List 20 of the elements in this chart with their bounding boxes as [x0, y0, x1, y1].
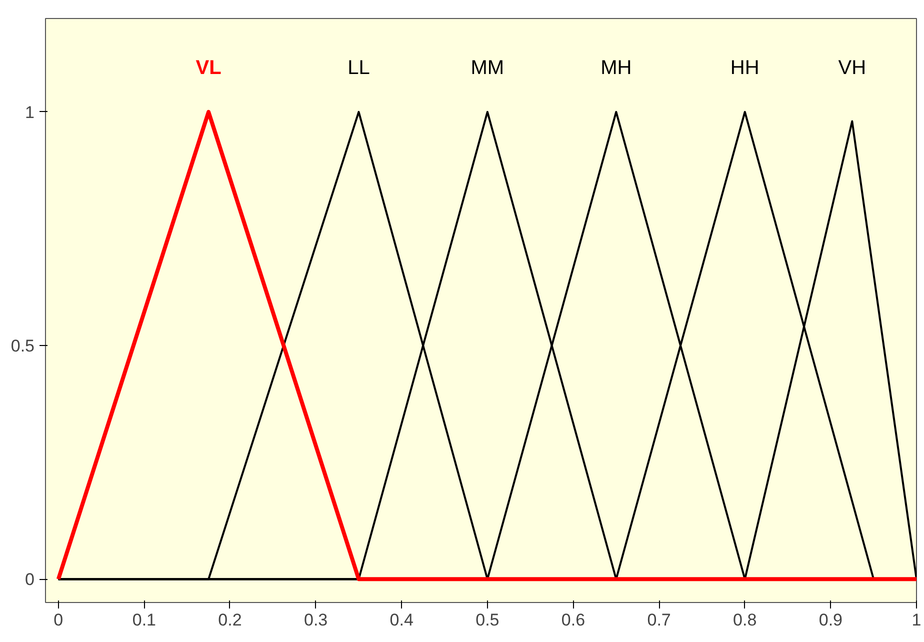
y-tick-label: 0 [25, 570, 35, 590]
series-label: VL [196, 57, 222, 80]
x-tick-label: 0.5 [476, 610, 500, 630]
text: VH [838, 57, 866, 80]
series-label: MH [600, 57, 632, 80]
x-tick-label: 0.7 [647, 610, 671, 630]
x-tick-label: 0.1 [132, 610, 156, 630]
x-tick-label: 0.4 [390, 610, 414, 630]
x-tick-label: 0.9 [818, 610, 843, 630]
x-tick-label: 0 [54, 610, 64, 630]
x-tick-label: 1 [912, 610, 922, 630]
x-tick-label: 0.8 [733, 610, 757, 630]
series-label: LL [348, 57, 370, 80]
series-label: HH [730, 57, 760, 80]
series-label: MM [470, 57, 504, 80]
y-tick-label: 0.5 [10, 336, 35, 356]
x-tick-label: 0.6 [561, 610, 586, 630]
x-tick-label: 0.3 [304, 610, 328, 630]
y-tick-label: 1 [25, 102, 35, 122]
x-tick-label: 0.2 [218, 610, 242, 630]
